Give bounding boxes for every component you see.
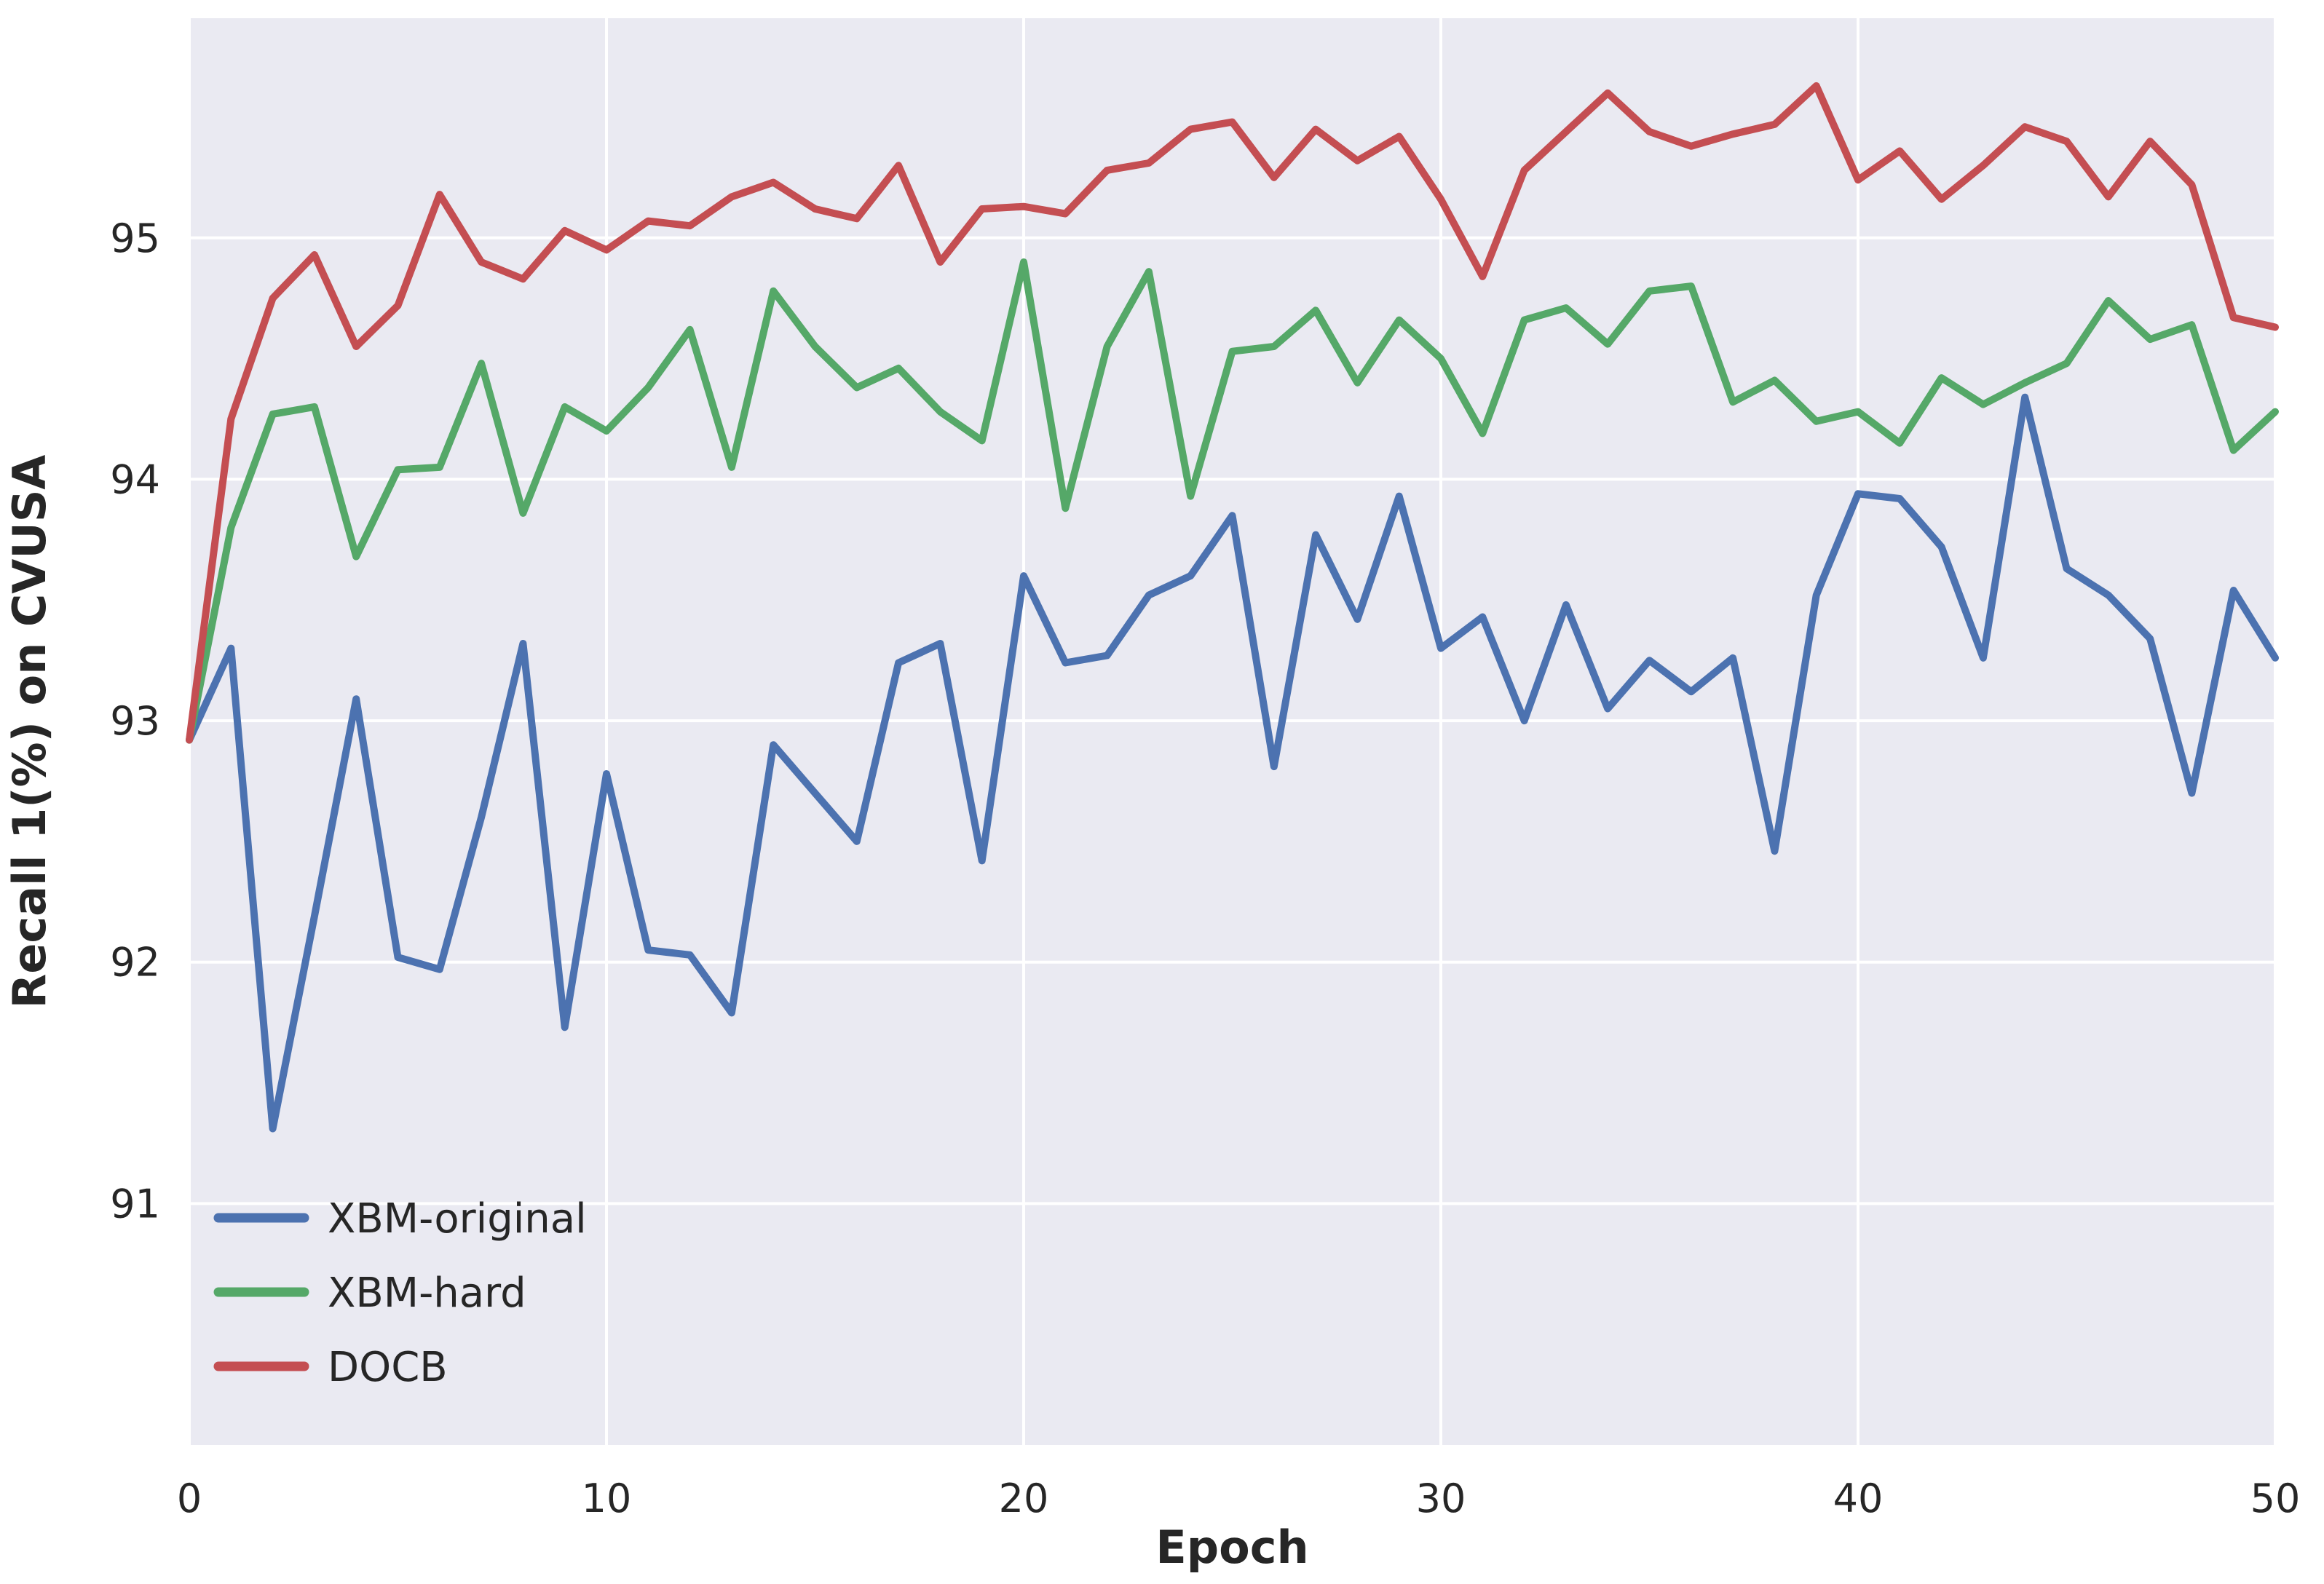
- y-axis-tick-labels: 91 92 93 94 95: [110, 215, 160, 1227]
- series-line-xbm-hard: [186, 258, 2279, 744]
- legend-label-xbm-hard: XBM-hard: [328, 1270, 526, 1317]
- series-line-docb: [186, 82, 2279, 744]
- x-tick-label: 10: [582, 1476, 632, 1521]
- x-tick-label: 20: [999, 1476, 1049, 1521]
- y-tick-label: 94: [110, 456, 160, 502]
- x-axis-tick-labels: 0 10 20 30 40 50: [177, 1476, 2301, 1521]
- y-tick-label: 95: [110, 215, 160, 261]
- x-tick-label: 0: [177, 1476, 202, 1521]
- y-tick-label: 91: [110, 1181, 160, 1227]
- y-tick-label: 92: [110, 940, 160, 986]
- data-series-lines: [186, 82, 2279, 1133]
- legend: XBM-original XBM-hard DOCB: [213, 1195, 587, 1391]
- legend-label-xbm-original: XBM-original: [328, 1195, 587, 1243]
- series-line-xbm-original: [186, 393, 2279, 1133]
- gridlines: [188, 18, 2277, 1445]
- x-tick-label: 50: [2250, 1476, 2301, 1521]
- y-axis-title: Recall 1(%) on CVUSA: [3, 455, 56, 1009]
- x-tick-label: 40: [1833, 1476, 1884, 1521]
- x-tick-label: 30: [1416, 1476, 1466, 1521]
- y-tick-label: 93: [110, 698, 160, 744]
- plot-area-background: [189, 18, 2275, 1445]
- legend-label-docb: DOCB: [328, 1344, 448, 1391]
- x-axis-title: Epoch: [1155, 1521, 1308, 1574]
